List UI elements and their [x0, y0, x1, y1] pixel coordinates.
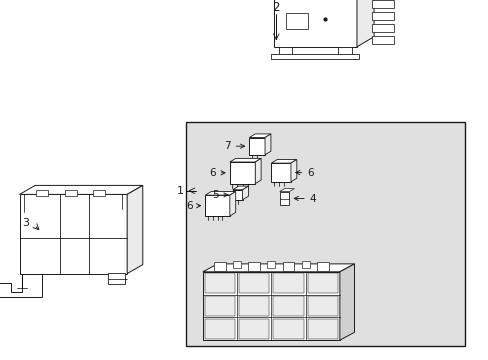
Bar	[338, 47, 351, 55]
Text: 5: 5	[211, 190, 227, 200]
Bar	[205, 195, 229, 216]
Bar	[239, 319, 269, 339]
Bar	[273, 0, 356, 47]
Bar	[229, 162, 255, 184]
Bar	[301, 261, 309, 268]
Text: 6: 6	[185, 201, 200, 211]
Bar	[271, 54, 359, 59]
Bar	[267, 261, 275, 268]
Polygon shape	[205, 192, 235, 195]
Text: 2: 2	[272, 1, 280, 14]
Bar	[249, 138, 264, 155]
Bar	[204, 296, 235, 316]
Polygon shape	[242, 186, 248, 200]
Polygon shape	[290, 159, 296, 182]
Bar	[93, 190, 105, 196]
Bar	[214, 262, 225, 271]
Polygon shape	[229, 192, 235, 216]
Bar	[271, 163, 290, 182]
Bar	[204, 273, 235, 293]
Polygon shape	[339, 264, 354, 340]
Bar	[248, 262, 260, 271]
Polygon shape	[229, 158, 261, 162]
Polygon shape	[0, 274, 41, 297]
Bar	[203, 272, 339, 340]
Bar	[371, 12, 393, 20]
Bar	[64, 190, 77, 196]
Bar	[282, 262, 294, 271]
Text: 7: 7	[224, 141, 244, 151]
Text: 6: 6	[209, 168, 224, 178]
Bar	[371, 36, 393, 44]
Bar	[107, 273, 124, 284]
Bar	[273, 296, 303, 316]
Bar	[185, 122, 464, 346]
Polygon shape	[203, 264, 354, 272]
Polygon shape	[127, 185, 142, 274]
Bar	[316, 262, 328, 271]
Bar	[307, 273, 337, 293]
Bar	[307, 296, 337, 316]
Polygon shape	[249, 134, 270, 138]
Text: 1: 1	[176, 186, 183, 196]
Bar	[239, 273, 269, 293]
Bar	[273, 273, 303, 293]
Text: 4: 4	[294, 194, 316, 204]
Polygon shape	[264, 134, 270, 155]
Bar	[204, 319, 235, 339]
Polygon shape	[232, 186, 248, 190]
Bar	[285, 13, 307, 29]
Bar	[36, 190, 48, 196]
Bar	[371, 0, 393, 8]
Polygon shape	[271, 159, 296, 163]
Bar	[307, 319, 337, 339]
Bar	[279, 192, 289, 205]
Bar	[371, 24, 393, 32]
Bar	[232, 190, 242, 200]
Bar	[273, 319, 303, 339]
Bar	[233, 261, 241, 268]
Bar	[239, 296, 269, 316]
Text: 3: 3	[22, 218, 29, 228]
Polygon shape	[20, 185, 142, 194]
Polygon shape	[255, 158, 261, 184]
Polygon shape	[279, 189, 294, 192]
Bar	[278, 47, 292, 55]
Polygon shape	[356, 0, 373, 47]
Bar	[20, 194, 127, 274]
Text: 6: 6	[295, 168, 313, 178]
